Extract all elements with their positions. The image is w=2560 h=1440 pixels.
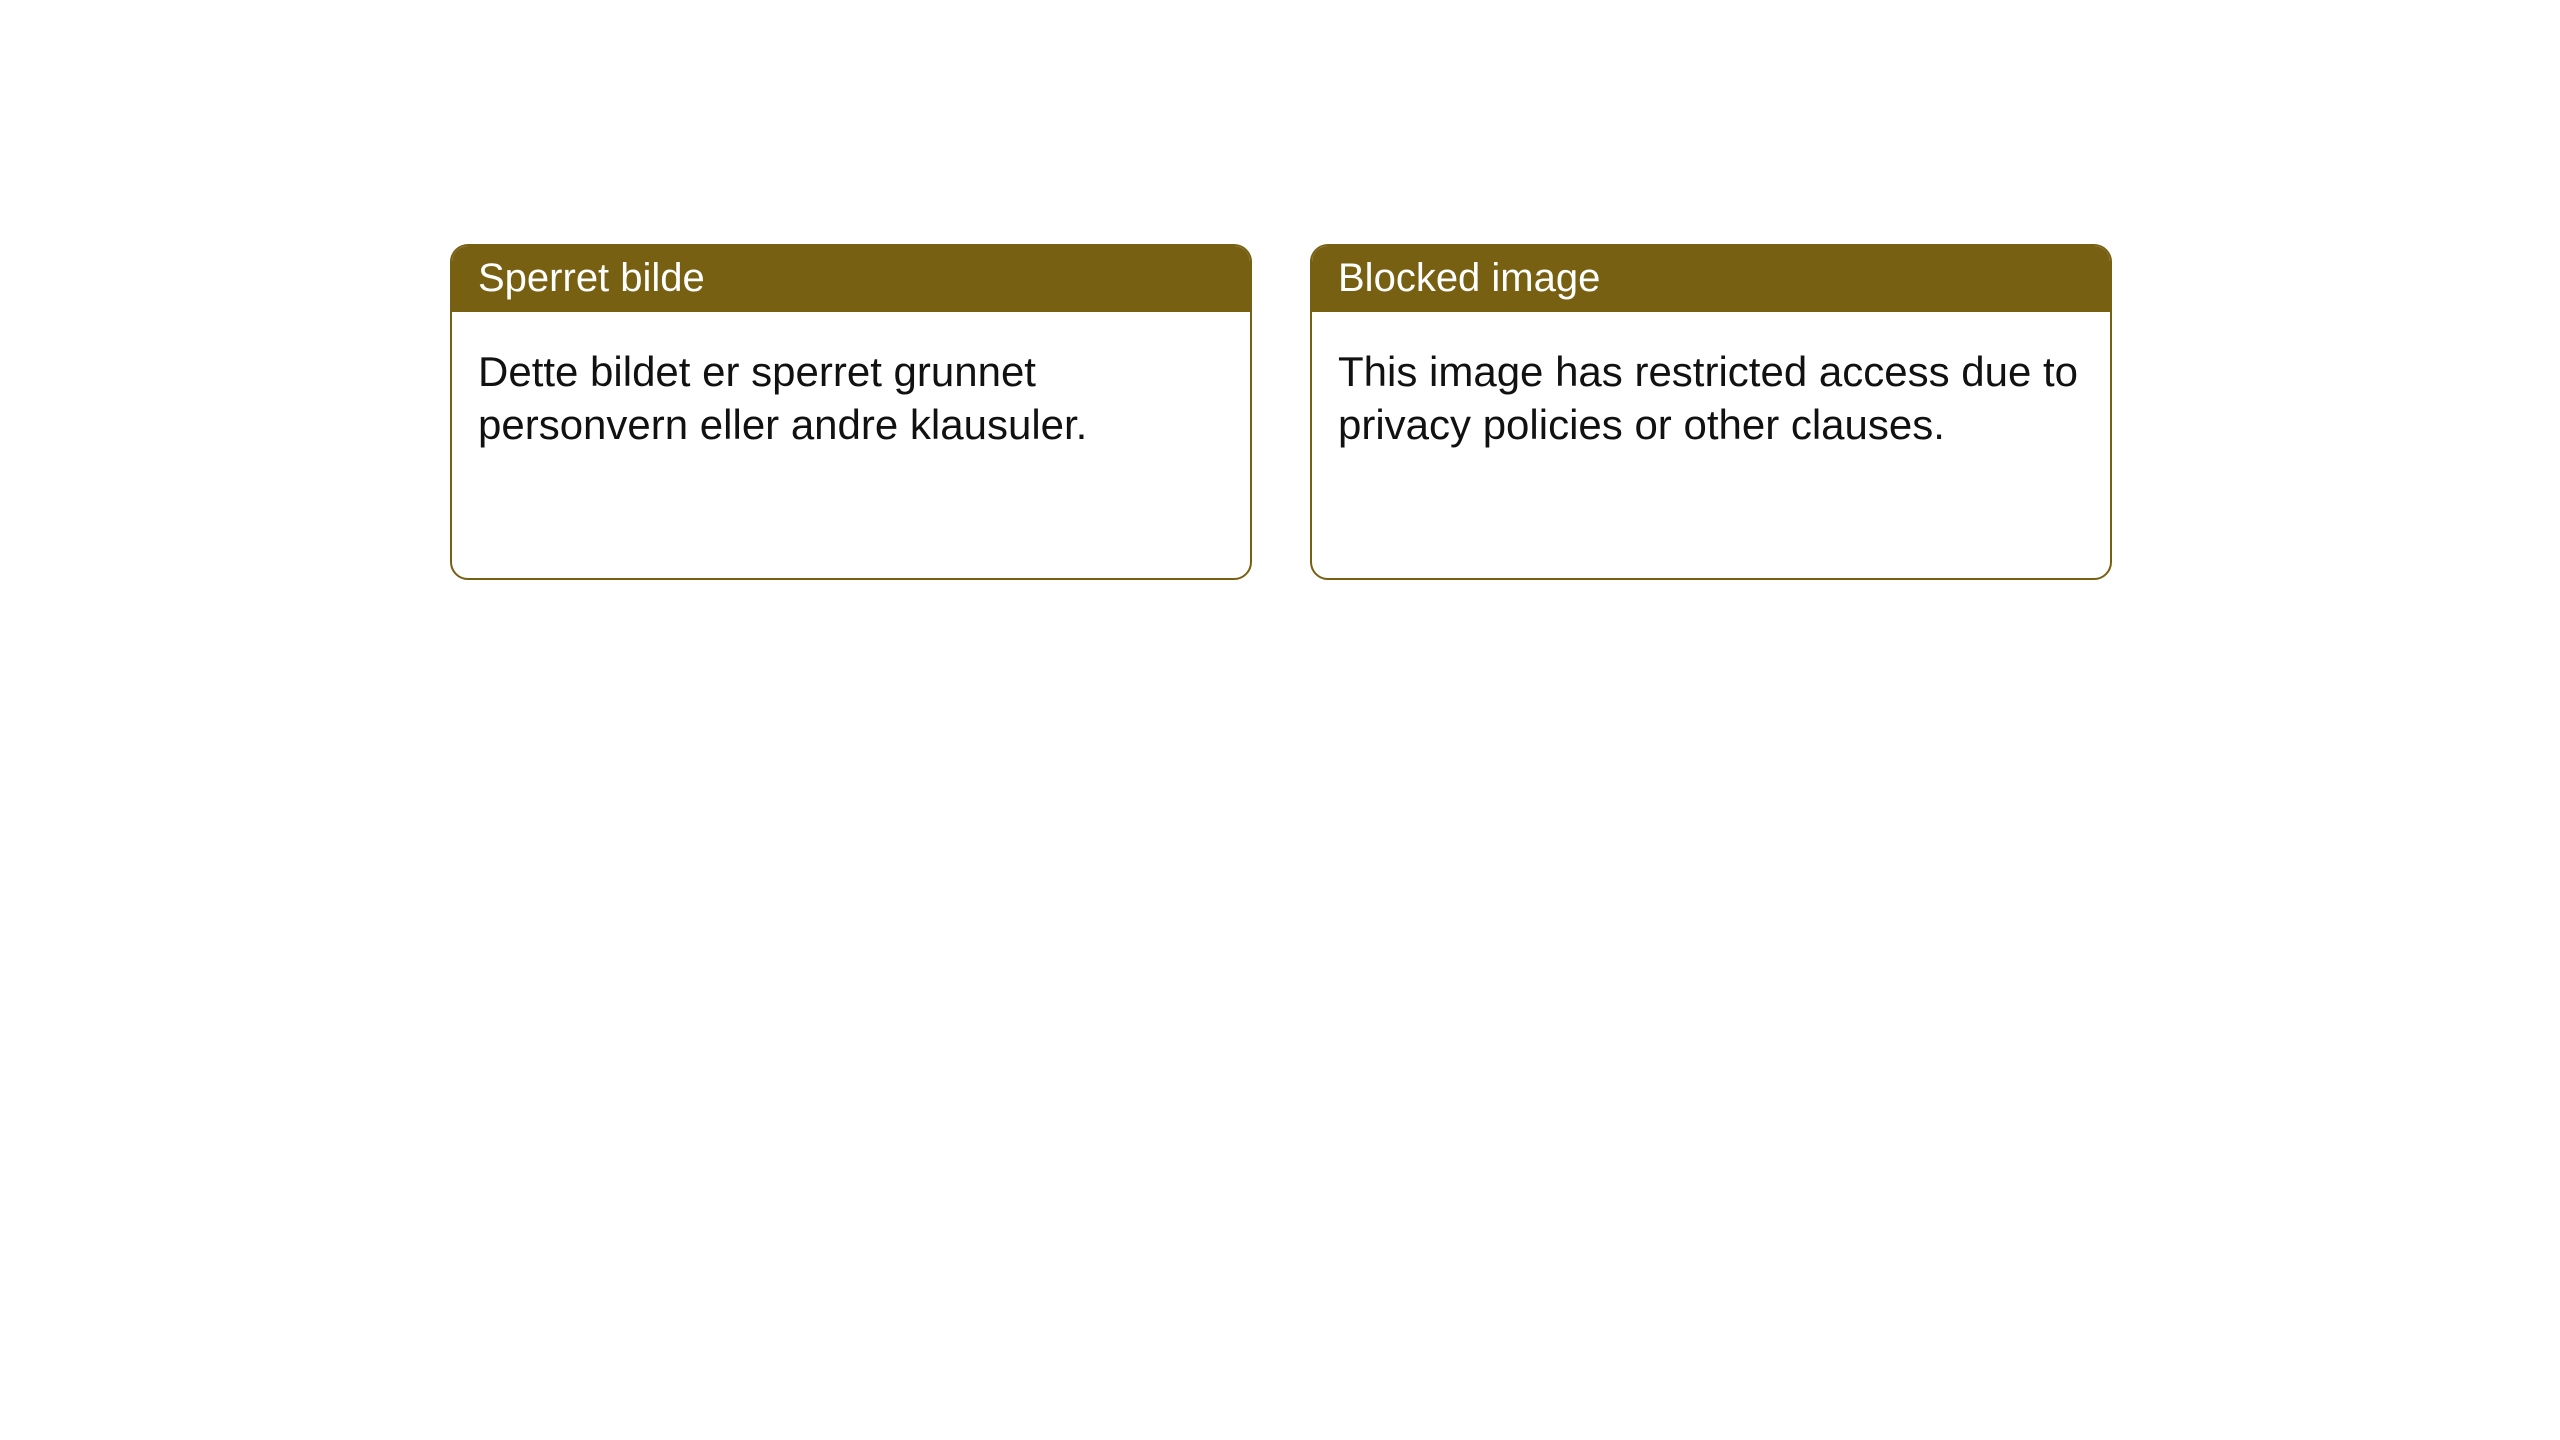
notice-container: Sperret bilde Dette bildet er sperret gr… [450,244,2112,580]
notice-text: This image has restricted access due to … [1338,348,2078,448]
notice-box-english: Blocked image This image has restricted … [1310,244,2112,580]
notice-body-english: This image has restricted access due to … [1312,312,2110,578]
notice-title: Sperret bilde [478,256,705,300]
notice-text: Dette bildet er sperret grunnet personve… [478,348,1087,448]
notice-body-norwegian: Dette bildet er sperret grunnet personve… [452,312,1250,578]
notice-header-english: Blocked image [1312,246,2110,312]
notice-header-norwegian: Sperret bilde [452,246,1250,312]
notice-title: Blocked image [1338,256,1600,300]
notice-box-norwegian: Sperret bilde Dette bildet er sperret gr… [450,244,1252,580]
